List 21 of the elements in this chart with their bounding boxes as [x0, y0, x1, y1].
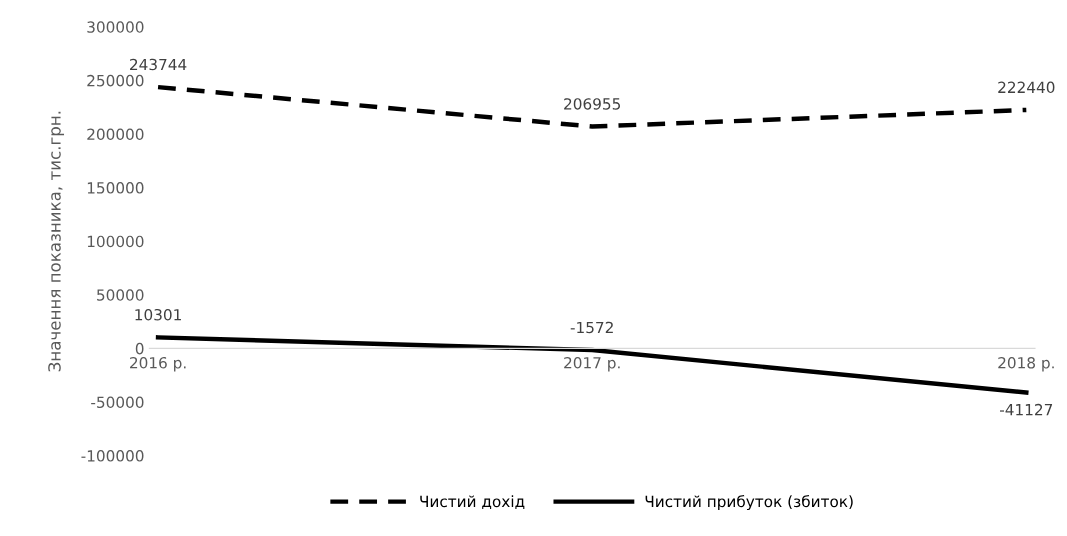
y-axis-title: Значення показника, тис.грн.	[48, 111, 65, 372]
data-label: 243744	[130, 58, 187, 71]
legend-label: Чистий прибуток (збиток)	[645, 495, 853, 511]
data-label: -1572	[570, 321, 613, 334]
y-tick-label: 300000	[87, 21, 144, 33]
x-tick-label: 2017 р.	[564, 357, 620, 372]
y-tick-label: 50000	[97, 289, 144, 301]
y-tick-label: 150000	[87, 182, 144, 194]
y-tick-label: -100000	[81, 450, 144, 462]
x-tick-label: 2018 р.	[998, 357, 1054, 372]
y-tick-label: 0	[135, 342, 144, 355]
data-label: 10301	[135, 308, 181, 321]
x-tick-label: 2016 р.	[130, 357, 186, 372]
data-label: 222440	[998, 81, 1055, 94]
legend-label: Чистий дохід	[420, 495, 525, 510]
y-tick-label: 200000	[87, 128, 144, 141]
y-tick-label: 250000	[87, 74, 144, 87]
y-tick-label: -50000	[91, 396, 144, 409]
data-label: -41127	[1000, 403, 1053, 416]
y-tick-label: 100000	[87, 235, 144, 248]
data-label: 206955	[564, 98, 621, 110]
